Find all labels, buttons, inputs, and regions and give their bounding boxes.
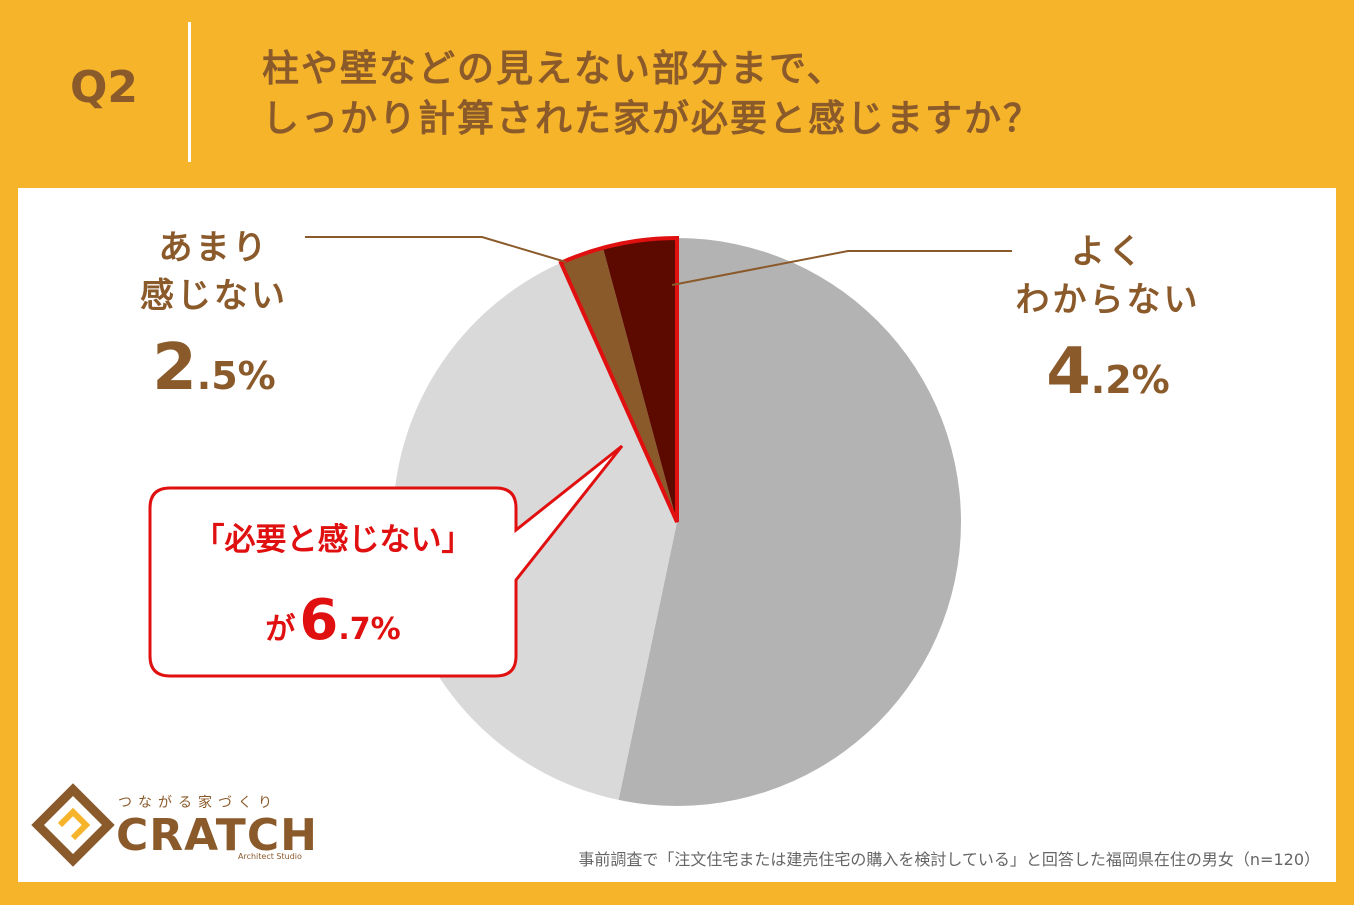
label-unknown-line-2: わからない <box>1015 280 1201 320</box>
label-unknown-line-1: よく <box>1071 232 1145 272</box>
logo-subtitle: Architect Studio <box>238 852 302 861</box>
question-text: 柱や壁などの見えない部分まで、 しっかり計算された家が必要と感じますか？ <box>262 44 1042 144</box>
pie-slice-0 <box>618 238 961 806</box>
value-not-much-dec: .5% <box>196 354 276 398</box>
label-not-much-line-1: あまり <box>158 228 270 268</box>
question-number: Q2 <box>70 62 139 113</box>
pie-slice-3 <box>602 238 677 522</box>
value-unknown-int: 4 <box>1046 335 1091 409</box>
footnote: 事前調査で「注文住宅または建売住宅の購入を検討している」と回答した福岡県在住の男… <box>578 850 1320 869</box>
value-not-much-int: 2 <box>152 331 197 405</box>
callout-value-int: 6 <box>299 588 339 653</box>
callout-prefix: が <box>265 612 296 647</box>
question-line-2: しっかり計算された家が必要と感じますか？ <box>262 97 1042 140</box>
callout-bubble <box>148 444 624 678</box>
value-not-much: 2.5% <box>96 328 332 416</box>
callout-value: が6.7% <box>150 586 516 665</box>
callout-text: 「必要と感じない」 が6.7% <box>150 488 516 665</box>
callout-value-dec: .7% <box>338 612 401 647</box>
logo-name: CRATCH <box>116 810 318 861</box>
leader-line-right <box>671 250 1012 286</box>
callout-label: 「必要と感じない」 <box>193 522 473 558</box>
label-not-much-line-2: 感じない <box>140 276 288 316</box>
question-line-1: 柱や壁などの見えない部分まで、 <box>262 47 846 90</box>
value-unknown: 4.2% <box>990 332 1226 420</box>
header: Q2 柱や壁などの見えない部分まで、 しっかり計算された家が必要と感じますか？ <box>0 0 1354 188</box>
leader-line-left <box>305 236 567 263</box>
header-divider <box>188 22 191 162</box>
label-slice-unknown: よく わからない 4.2% <box>990 228 1226 420</box>
label-slice-not-much: あまり 感じない 2.5% <box>96 224 332 416</box>
logo-mark <box>31 783 115 867</box>
value-unknown-dec: .2% <box>1090 358 1170 402</box>
logo-tagline: つながる家づくり <box>118 795 278 811</box>
